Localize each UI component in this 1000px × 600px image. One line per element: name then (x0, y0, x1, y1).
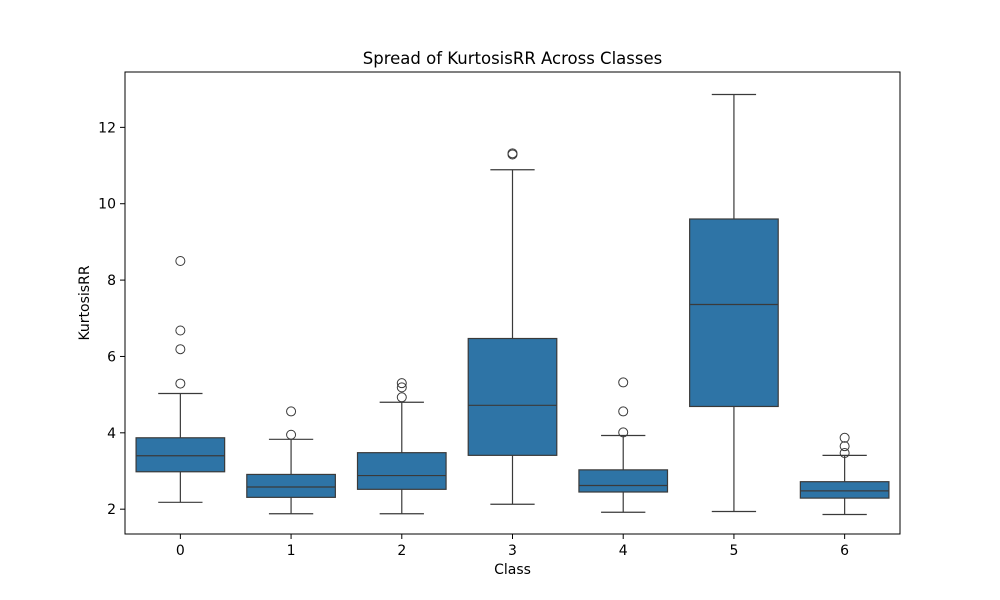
outlier-point (396, 378, 407, 389)
chart-title: Spread of KurtosisRR Across Classes (363, 49, 662, 68)
y-tick-label: 6 (107, 349, 116, 365)
iqr-box (799, 481, 890, 499)
x-tick-label: 3 (508, 543, 517, 559)
outlier-point (175, 344, 186, 355)
outlier-point (396, 392, 407, 403)
x-tick-label: 1 (287, 543, 296, 559)
outlier-point (618, 427, 629, 438)
box-group-class-2 (356, 378, 447, 515)
outlier-point (175, 378, 186, 389)
outlier-point (839, 448, 850, 459)
iqr-box (467, 337, 558, 456)
box-group-class-1 (246, 406, 336, 515)
y-tick-label: 8 (107, 273, 116, 289)
y-tick-label: 2 (107, 502, 116, 518)
box-group-class-0 (135, 256, 226, 503)
iqr-box (689, 218, 779, 408)
y-tick-label: 4 (107, 426, 116, 442)
outlier-point (618, 406, 629, 417)
iqr-box (246, 473, 336, 498)
outlier-point (839, 441, 850, 452)
x-tick-label: 6 (840, 543, 849, 559)
x-tick-label: 2 (397, 543, 406, 559)
iqr-box (578, 469, 669, 493)
iqr-box (135, 437, 226, 473)
outlier-point (507, 148, 518, 159)
x-tick-label: 5 (729, 543, 738, 559)
plot-area (135, 93, 890, 516)
outlier-point (396, 382, 407, 393)
box-group-class-3 (467, 148, 558, 505)
x-axis-label: Class (494, 562, 531, 578)
outlier-point (175, 256, 186, 266)
x-tick-label: 0 (176, 543, 185, 559)
box-group-class-4 (578, 377, 669, 513)
iqr-box (356, 452, 447, 490)
y-tick-label: 10 (98, 197, 116, 213)
outlier-point (175, 325, 186, 336)
outlier-point (286, 429, 297, 440)
outlier-point (839, 432, 850, 443)
x-tick-label: 4 (619, 543, 628, 559)
outlier-point (286, 406, 297, 417)
y-tick-label: 12 (98, 120, 116, 136)
outlier-point (618, 377, 629, 388)
box-group-class-5 (689, 93, 779, 513)
box-group-class-6 (799, 432, 890, 516)
y-axis-label: KurtosisRR (77, 265, 93, 340)
